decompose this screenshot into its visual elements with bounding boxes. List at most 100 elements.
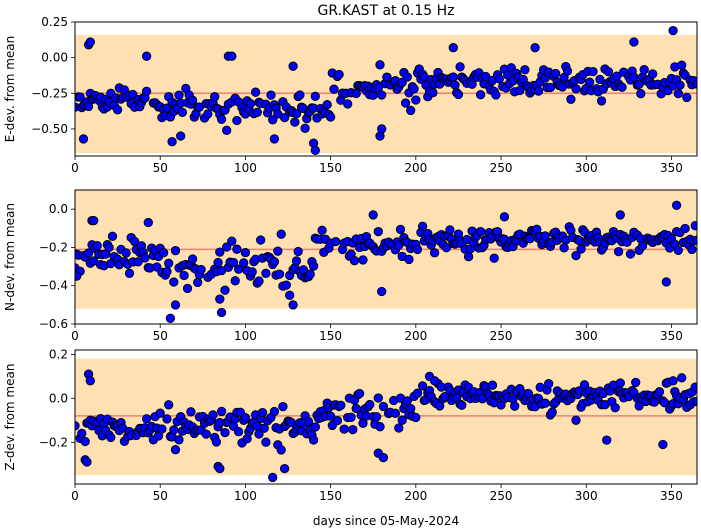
e-dev-point [250,87,261,97]
z-dev-xtick-label: 100 [234,489,257,503]
e-dev-point [428,88,438,98]
n-dev-point [169,277,179,287]
n-dev-point [368,210,378,220]
e-dev-point [533,86,544,96]
n-dev-point [615,210,625,220]
e-dev-point [453,89,464,100]
e-dev-point [174,90,184,100]
z-dev-point [365,399,375,410]
z-dev-xtick-label: 150 [319,489,342,503]
n-dev-point [687,244,697,255]
e-dev-point [325,112,336,122]
e-dev-point [167,137,177,147]
n-dev-point [222,242,232,252]
e-dev-point [596,96,607,106]
n-dev-point [247,267,257,277]
e-dev-point [491,90,501,100]
n-dev-point [213,257,223,268]
e-dev-xtick-label: 0 [71,161,79,175]
e-dev-point [682,92,692,103]
e-dev-point [448,72,458,82]
e-dev-point [187,95,198,105]
z-dev-point [174,435,184,445]
n-dev-point [680,223,690,234]
n-dev-point [285,290,295,300]
z-dev-point [336,400,346,410]
z-dev-point [325,411,336,421]
e-dev-xtick-label: 350 [660,161,683,175]
e-dev-point [203,109,213,119]
z-dev-ytick-label: 0.0 [49,391,68,405]
e-dev-point [291,108,302,119]
z-dev-point [216,406,227,417]
n-dev-xtick-label: 200 [404,329,427,343]
z-dev-point [571,415,581,425]
e-dev-point [300,123,310,133]
z-dev-point [348,424,358,435]
e-dev-point [295,90,305,100]
z-dev-point [186,407,196,417]
n-dev-point [288,300,298,310]
z-dev-point [257,407,268,418]
e-dev-point [448,43,458,53]
e-dev-point [636,89,646,99]
e-dev-point [288,61,298,71]
e-dev-point [329,84,339,94]
e-dev-point [550,68,561,79]
n-dev-point [143,217,153,228]
e-dev-point [176,131,186,141]
z-dev-ytick-label: −0.2 [39,435,68,449]
z-dev-point [610,403,620,413]
e-dev-point [450,80,460,90]
n-dev-point [637,241,648,251]
z-dev-point [85,376,95,386]
e-dev-point [252,107,262,117]
z-dev-points [75,369,697,483]
n-dev-point [216,307,227,318]
n-dev-point [429,248,440,258]
n-dev-xtick-label: 150 [319,329,342,343]
e-dev-points [75,25,697,155]
n-dev-point [187,254,198,264]
n-dev-point [331,236,341,247]
n-dev-point [412,244,423,255]
z-dev-point [510,401,520,411]
z-dev-point [141,414,152,424]
e-dev-xtick-label: 300 [575,161,598,175]
z-dev-point [690,382,697,392]
e-dev-point [629,72,639,82]
z-dev-point [80,436,90,447]
n-dev-xtick-label: 350 [660,329,683,343]
z-dev-point [487,380,498,390]
e-dev-point [377,90,387,100]
z-dev-point [429,376,440,386]
n-dev-point [256,235,266,245]
n-dev-point [475,226,486,237]
z-dev-point [268,472,278,483]
z-dev-xtick-label: 300 [575,489,598,503]
n-dev-point [489,253,499,263]
e-dev-point [675,80,685,90]
e-dev-point [266,90,276,100]
z-dev-point [397,415,407,425]
e-dev-point [475,90,486,100]
z-dev-point [77,428,87,439]
e-dev-xtick-label: 150 [319,161,342,175]
z-dev-point [220,427,230,438]
z-dev-point [346,412,356,422]
n-dev-point [291,256,302,266]
n-dev-point [170,300,181,310]
n-dev-xtick-label: 250 [490,329,513,343]
z-dev-point [155,408,165,418]
e-dev-point [677,60,687,70]
e-dev-point [268,115,278,125]
n-dev-point [228,257,239,268]
z-dev-point [668,376,678,386]
e-dev-point [269,134,280,144]
n-dev-point [463,252,474,262]
z-dev-point [615,378,625,388]
n-dev-point [182,283,193,294]
z-dev-point [254,429,264,439]
z-dev-point [278,401,288,412]
